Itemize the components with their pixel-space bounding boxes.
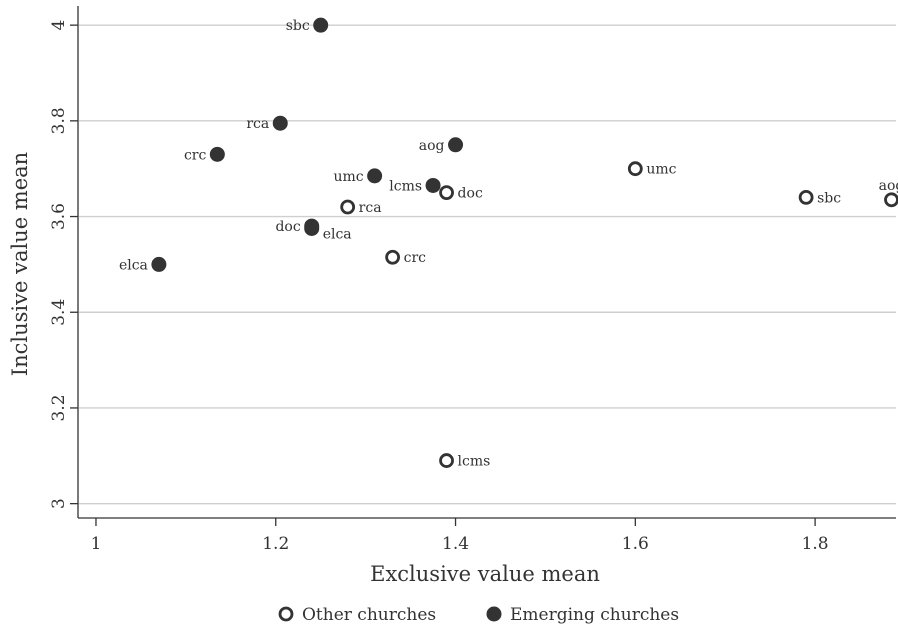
y-axis-title: Inclusive value mean (8, 152, 32, 376)
x-tick-label: 1 (91, 534, 102, 554)
y-tick-label: 3.2 (49, 394, 69, 421)
point-label-emerging-crc: crc (184, 147, 207, 163)
legend-label-other-churches: Other churches (302, 605, 436, 625)
point-other-aog (884, 192, 898, 208)
point-label-emerging-elca: elca (119, 257, 148, 273)
point-label-other-rca: rca (359, 200, 382, 216)
legend-marker-other-churches (278, 606, 294, 622)
point-emerging-rca (272, 115, 288, 131)
point-emerging-sbc (313, 17, 329, 33)
point-emerging-aog (448, 137, 464, 153)
point-other-umc (627, 161, 643, 177)
y-tick-label: 4 (49, 20, 69, 31)
point-emerging-lcms (425, 177, 441, 193)
legend: Other churches Emerging churches (278, 605, 679, 625)
point-label-other-doc: doc (458, 186, 483, 202)
point-label-emerging-sbc: sbc (286, 18, 310, 34)
point-label-other-umc: umc (646, 162, 676, 178)
legend-label-emerging-churches: Emerging churches (510, 605, 679, 625)
x-tick-label: 1.6 (622, 534, 649, 554)
point-label-other-aog: aog (879, 178, 898, 194)
data-points (151, 17, 898, 468)
point-label-other-lcms: lcms (458, 454, 491, 470)
axes (77, 6, 896, 519)
x-axis-title: Exclusive value mean (370, 562, 600, 586)
point-other-rca (340, 199, 356, 215)
point-other-sbc (798, 190, 814, 205)
x-axis-ticks: 1 1.2 1.4 1.6 1.8 (91, 518, 829, 554)
point-emerging-elca (151, 256, 167, 272)
point-emerging-elca (304, 221, 320, 237)
point-label-emerging-aog: aog (419, 138, 445, 154)
point-other-crc (385, 249, 401, 265)
gridlines (79, 24, 896, 505)
x-tick-label: 1.2 (262, 534, 289, 554)
point-label-emerging-doc: doc (275, 219, 300, 235)
x-tick-label: 1.8 (802, 534, 829, 554)
point-emerging-umc (367, 168, 383, 184)
data-point-labels: umc sbc aog doc rca crc lcms sbc rca crc aog umc lcm… (119, 18, 898, 469)
point-label-emerging-lcms: lcms (389, 178, 422, 194)
y-tick-label: 3 (49, 498, 69, 509)
x-tick-label: 1.4 (442, 534, 469, 554)
point-emerging-crc (209, 146, 225, 162)
y-tick-label: 3.8 (49, 107, 69, 134)
y-tick-label: 3.6 (49, 203, 69, 230)
point-other-doc (439, 185, 454, 201)
y-tick-label: 3.4 (49, 299, 69, 326)
point-label-other-sbc: sbc (817, 190, 841, 206)
y-axis-ticks: 3 3.2 3.4 3.6 3.8 4 (49, 20, 78, 509)
legend-marker-emerging-churches (486, 606, 502, 622)
point-label-emerging-umc: umc (333, 169, 363, 185)
point-label-other-crc: crc (404, 250, 427, 266)
point-label-emerging-rca: rca (246, 116, 269, 132)
point-other-lcms (439, 453, 454, 468)
point-label-emerging-elca: elca (323, 227, 352, 243)
